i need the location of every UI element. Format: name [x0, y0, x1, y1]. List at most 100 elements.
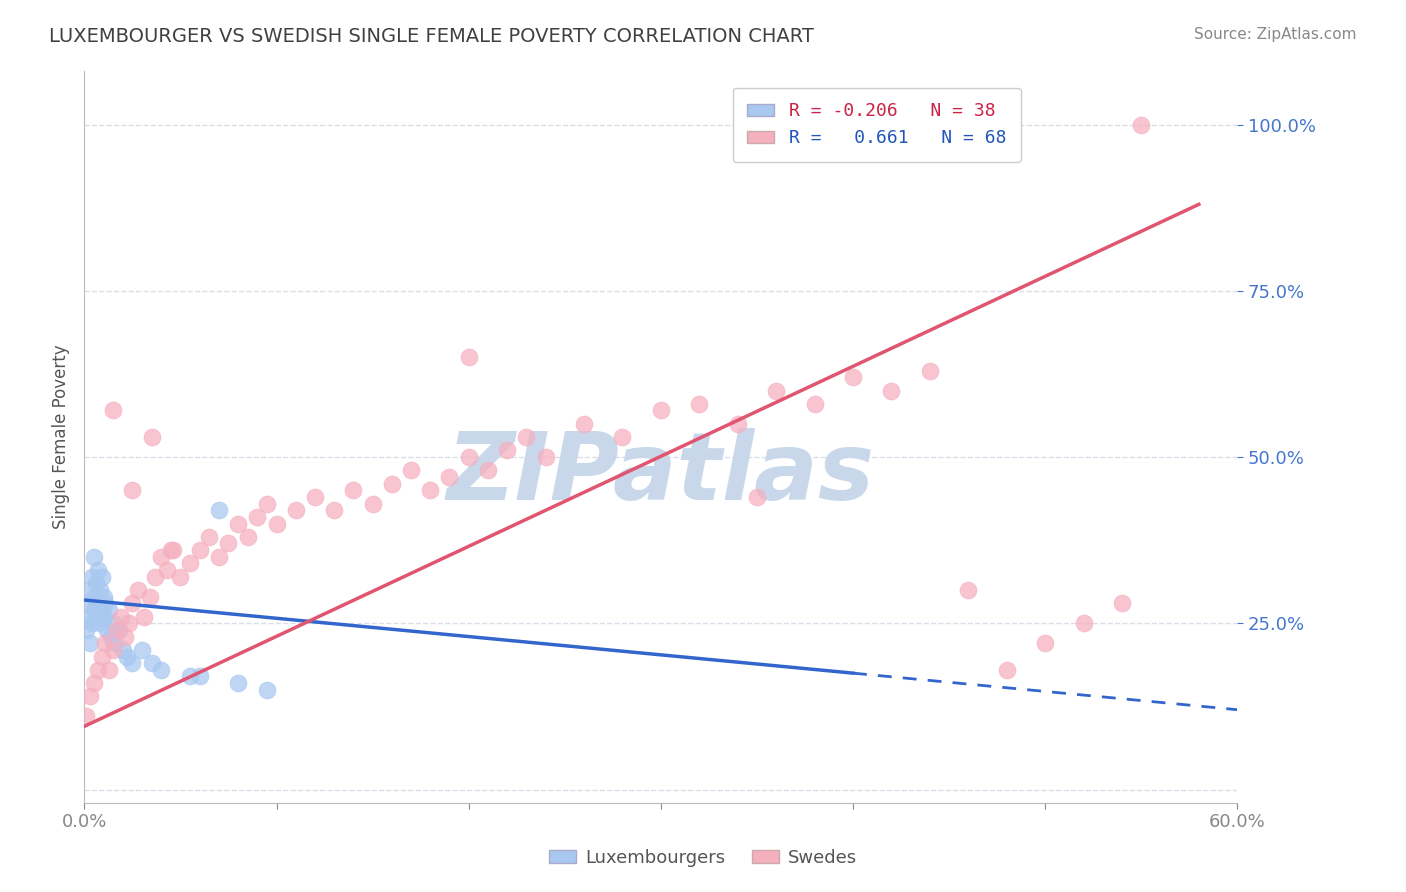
Point [284, 503, 307, 517]
Point [114, 630, 136, 644]
Text: Source: ZipAtlas.com: Source: ZipAtlas.com [1194, 27, 1357, 42]
Point [208, 549, 231, 564]
Point [131, 643, 153, 657]
Point [79, 582, 101, 597]
Point [93, 590, 115, 604]
Point [90, 603, 112, 617]
Point [100, 630, 122, 644]
Point [87, 563, 110, 577]
Point [75, 623, 97, 637]
Point [381, 476, 404, 491]
Point [89, 616, 111, 631]
Point [169, 570, 191, 584]
Point [727, 417, 749, 431]
Point [98, 663, 121, 677]
Point [304, 490, 326, 504]
Point [103, 643, 124, 657]
Point [419, 483, 441, 498]
Point [94, 636, 117, 650]
Legend: R = -0.206   N = 38, R =   0.661   N = 68: R = -0.206 N = 38, R = 0.661 N = 68 [733, 87, 1021, 161]
Point [96, 623, 118, 637]
Point [477, 463, 499, 477]
Point [103, 616, 124, 631]
Point [117, 616, 139, 631]
Point [87, 663, 110, 677]
Text: ZIPatlas: ZIPatlas [447, 427, 875, 520]
Point [803, 397, 825, 411]
Point [121, 483, 143, 498]
Point [90, 570, 112, 584]
Point [145, 570, 167, 584]
Point [77, 596, 100, 610]
Point [957, 582, 980, 597]
Point [534, 450, 557, 464]
Point [84, 609, 107, 624]
Point [612, 430, 634, 444]
Point [138, 590, 160, 604]
Point [132, 609, 155, 624]
Point [141, 656, 163, 670]
Point [1111, 596, 1133, 610]
Point [83, 603, 105, 617]
Point [93, 609, 115, 624]
Text: LUXEMBOURGER VS SWEDISH SINGLE FEMALE POVERTY CORRELATION CHART: LUXEMBOURGER VS SWEDISH SINGLE FEMALE PO… [49, 27, 814, 45]
Point [80, 616, 103, 631]
Point [87, 596, 110, 610]
Point [208, 503, 231, 517]
Point [110, 609, 132, 624]
Point [115, 649, 138, 664]
Point [80, 570, 103, 584]
Point [98, 603, 121, 617]
Point [256, 497, 278, 511]
Point [104, 636, 127, 650]
Point [236, 530, 259, 544]
Point [496, 443, 519, 458]
Point [918, 363, 941, 377]
Point [226, 516, 249, 531]
Point [256, 682, 278, 697]
Point [226, 676, 249, 690]
Point [995, 663, 1018, 677]
Point [880, 384, 903, 398]
Point [77, 609, 100, 624]
Point [1033, 636, 1056, 650]
Point [94, 596, 117, 610]
Point [198, 530, 221, 544]
Point [745, 490, 768, 504]
Point [150, 663, 173, 677]
Y-axis label: Single Female Poverty: Single Female Poverty [52, 345, 70, 529]
Point [266, 516, 288, 531]
Point [83, 590, 105, 604]
Point [457, 450, 479, 464]
Point [246, 509, 269, 524]
Point [160, 543, 183, 558]
Point [399, 463, 422, 477]
Point [842, 370, 865, 384]
Point [83, 676, 105, 690]
Point [1073, 616, 1095, 631]
Point [127, 582, 149, 597]
Point [79, 690, 101, 704]
Point [361, 497, 384, 511]
Point [439, 470, 461, 484]
Point [342, 483, 364, 498]
Point [765, 384, 787, 398]
Point [105, 623, 128, 637]
Point [121, 656, 143, 670]
Point [1130, 118, 1153, 132]
Point [572, 417, 595, 431]
Point [179, 669, 201, 683]
Point [179, 557, 201, 571]
Point [84, 576, 107, 591]
Point [515, 430, 537, 444]
Point [79, 636, 101, 650]
Point [156, 563, 179, 577]
Point [111, 643, 134, 657]
Point [150, 549, 173, 564]
Point [323, 503, 346, 517]
Legend: Luxembourgers, Swedes: Luxembourgers, Swedes [541, 842, 865, 874]
Point [90, 649, 112, 664]
Point [103, 403, 124, 417]
Point [650, 403, 672, 417]
Point [89, 582, 111, 597]
